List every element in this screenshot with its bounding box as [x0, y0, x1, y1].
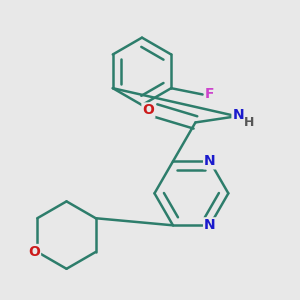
Text: N: N [204, 218, 216, 232]
Text: N: N [232, 108, 244, 122]
Text: O: O [28, 245, 40, 259]
Text: O: O [142, 103, 154, 117]
Text: H: H [244, 116, 254, 128]
Text: F: F [205, 88, 214, 101]
Text: N: N [204, 154, 216, 168]
